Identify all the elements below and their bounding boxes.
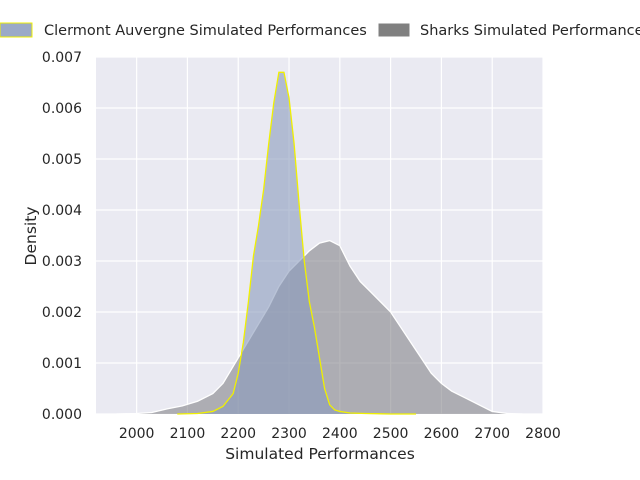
- legend-swatch-sharks: [377, 22, 411, 38]
- x-tick-label: 2700: [474, 426, 510, 442]
- x-tick-label: 2000: [119, 426, 155, 442]
- y-tick-label: 0.000: [42, 407, 82, 423]
- y-tick-label: 0.006: [42, 101, 82, 117]
- x-tick-label: 2800: [525, 426, 561, 442]
- legend-swatch-clermont: [0, 22, 33, 38]
- y-tick-label: 0.007: [42, 50, 82, 66]
- density-areas: [116, 71, 523, 415]
- y-axis-title: Density: [22, 207, 40, 266]
- y-tick-label: 0.005: [42, 152, 82, 168]
- x-tick-label: 2500: [373, 426, 409, 442]
- x-axis-ticks: 2000 2100 2200 2300 2400 2500 2600 2700 2800: [119, 426, 561, 442]
- x-axis-title: Simulated Performances: [225, 445, 415, 463]
- legend-label-clermont: Clermont Auvergne Simulated Performances: [44, 23, 367, 39]
- y-tick-label: 0.004: [42, 203, 82, 219]
- x-tick-label: 2600: [424, 426, 460, 442]
- x-tick-label: 2100: [170, 426, 206, 442]
- density-line-0: [177, 71, 417, 415]
- y-tick-label: 0.003: [42, 254, 82, 270]
- x-tick-label: 2300: [271, 426, 307, 442]
- legend: Clermont Auvergne Simulated Performances…: [0, 22, 640, 39]
- legend-label-sharks: Sharks Simulated Performances: [420, 23, 640, 39]
- y-tick-label: 0.002: [42, 305, 82, 321]
- density-area-0: [177, 72, 417, 415]
- density-line-1: [116, 239, 523, 415]
- y-tick-label: 0.001: [42, 356, 82, 372]
- x-tick-label: 2200: [220, 426, 256, 442]
- density-area-1: [116, 240, 523, 414]
- x-tick-label: 2400: [322, 426, 358, 442]
- y-axis-ticks: 0.000 0.001 0.002 0.003 0.004 0.005 0.006 0.007: [42, 50, 82, 423]
